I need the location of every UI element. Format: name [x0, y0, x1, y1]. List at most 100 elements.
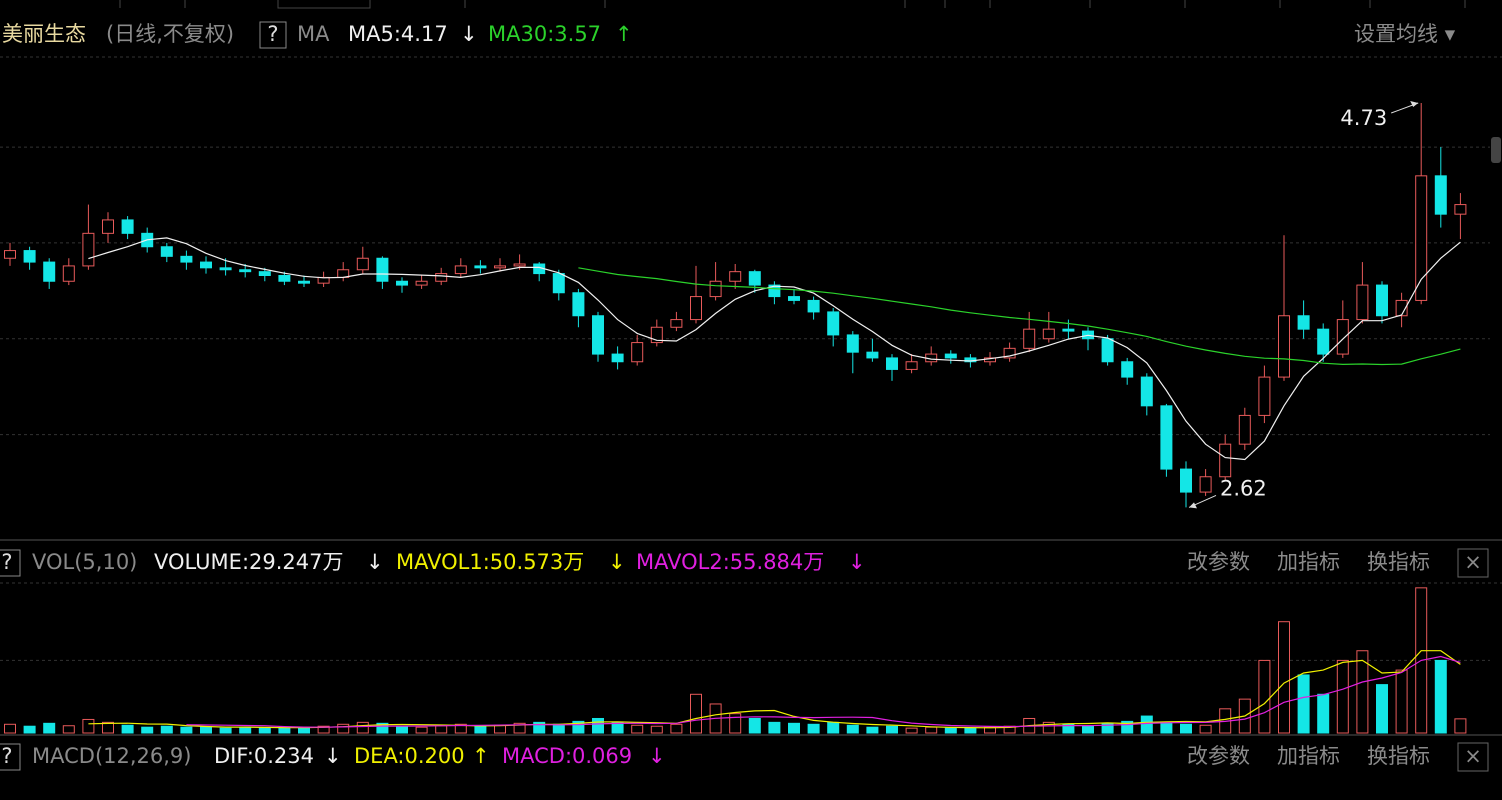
candle-body	[1042, 328, 1055, 340]
volume-bar	[435, 725, 448, 734]
close-icon[interactable]: ×	[1464, 744, 1482, 768]
volume-bar	[43, 722, 56, 734]
mavol2-line	[186, 655, 1461, 728]
panel-button[interactable]: 改参数	[1187, 744, 1250, 768]
indicator-name: MA	[297, 22, 330, 46]
volume-bar	[984, 726, 996, 734]
indicator-value: MA30:3.57	[488, 22, 601, 46]
volume-bar	[1317, 693, 1330, 734]
volume-bar	[1395, 669, 1408, 734]
panel-button[interactable]: 换指标	[1367, 744, 1430, 768]
candle-body	[1180, 468, 1192, 493]
help-box[interactable]	[0, 549, 21, 577]
indicator-name: VOL(5,10)	[32, 550, 137, 574]
candle-body	[1356, 284, 1369, 321]
settings-button[interactable]: 设置均线 ▾	[1354, 22, 1456, 46]
top-tabs	[119, 0, 1466, 9]
candle-body	[1219, 443, 1232, 478]
volume-bar	[396, 725, 408, 734]
candle-body	[1297, 315, 1310, 330]
candle-body	[1140, 376, 1153, 407]
panel-button[interactable]: 加指标	[1277, 550, 1340, 574]
trend-arrow: ↓	[648, 744, 666, 768]
close-icon[interactable]: ×	[1464, 550, 1482, 574]
tab-borders	[119, 0, 1466, 9]
candle-body	[356, 257, 369, 271]
candle-body	[1336, 319, 1349, 355]
volume-bar	[631, 724, 644, 734]
candle-body	[670, 319, 683, 328]
candle-body	[1434, 175, 1447, 215]
volume-bar	[964, 727, 977, 734]
help-icon[interactable]: ?	[1, 744, 12, 768]
volume-bar	[925, 726, 938, 734]
candle-body	[1317, 328, 1330, 355]
candle-body	[1376, 284, 1388, 317]
help-box[interactable]	[0, 743, 21, 771]
candle-body	[376, 257, 389, 282]
candle-body	[239, 269, 252, 273]
indicator-value: MAVOL2:55.884万	[636, 550, 824, 574]
volume-bar	[944, 727, 957, 734]
candle-body	[650, 326, 663, 344]
candle-body	[454, 265, 467, 275]
close-box[interactable]	[1457, 742, 1489, 772]
trend-arrow: ↓	[366, 550, 384, 574]
panel-button[interactable]: 换指标	[1367, 550, 1430, 574]
indicator-value: MAVOL1:50.573万	[396, 550, 584, 574]
candle-body	[415, 280, 428, 286]
volume-bar	[180, 726, 193, 734]
volume-bar	[1121, 720, 1134, 734]
help-icon[interactable]: ?	[267, 22, 278, 46]
candle-body	[1023, 328, 1036, 349]
volume-bar	[474, 725, 487, 734]
volume-bar	[376, 722, 389, 734]
volume-bar	[160, 725, 173, 734]
candle-body	[62, 265, 75, 282]
candle-body	[631, 342, 644, 363]
panel-button[interactable]: 改参数	[1187, 550, 1250, 574]
candle-body	[102, 219, 114, 234]
candle-body	[905, 361, 918, 370]
close-box[interactable]	[1457, 548, 1489, 578]
stock-name: 美丽生态	[2, 22, 86, 46]
help-icon[interactable]: ?	[1, 550, 12, 574]
candle-body	[160, 246, 173, 257]
volume-bar	[729, 713, 742, 734]
volume-bar	[846, 724, 859, 734]
panel-button[interactable]: 加指标	[1277, 744, 1340, 768]
volume-bar	[23, 725, 36, 734]
candle-body	[886, 357, 898, 370]
candle-body	[807, 299, 820, 313]
trend-arrow: ↓	[324, 744, 342, 768]
volume-bar	[1278, 621, 1290, 734]
volume-bar	[62, 725, 75, 734]
volume-bar	[513, 722, 526, 734]
volume-bar	[1297, 674, 1310, 734]
indicator-name: MACD(12,26,9)	[32, 744, 192, 768]
candle-body	[4, 250, 16, 259]
volume-bar	[1199, 724, 1212, 734]
candle-body	[1121, 361, 1134, 378]
volume-bar	[494, 724, 506, 734]
volume-bar	[592, 717, 604, 734]
candle-body	[23, 250, 36, 263]
candle-body	[298, 280, 310, 284]
help-box[interactable]	[259, 21, 287, 49]
indicator-value: MACD:0.069	[502, 744, 632, 768]
chart-mode: (日线,不复权)	[106, 22, 234, 46]
candle-body	[1395, 299, 1408, 317]
trend-arrow: ↑	[472, 744, 490, 768]
candle-body	[611, 353, 624, 363]
candle-body	[1454, 204, 1467, 215]
volume-bar	[552, 723, 565, 734]
low-arrowhead	[1189, 502, 1197, 509]
trend-arrow: ↑	[615, 22, 633, 46]
volume-bar	[768, 721, 781, 734]
volume-bar	[415, 726, 428, 734]
candle-body	[219, 267, 232, 271]
high-arrowhead	[1410, 101, 1419, 107]
candle-body	[513, 263, 526, 267]
scrollbar[interactable]	[1491, 137, 1501, 163]
